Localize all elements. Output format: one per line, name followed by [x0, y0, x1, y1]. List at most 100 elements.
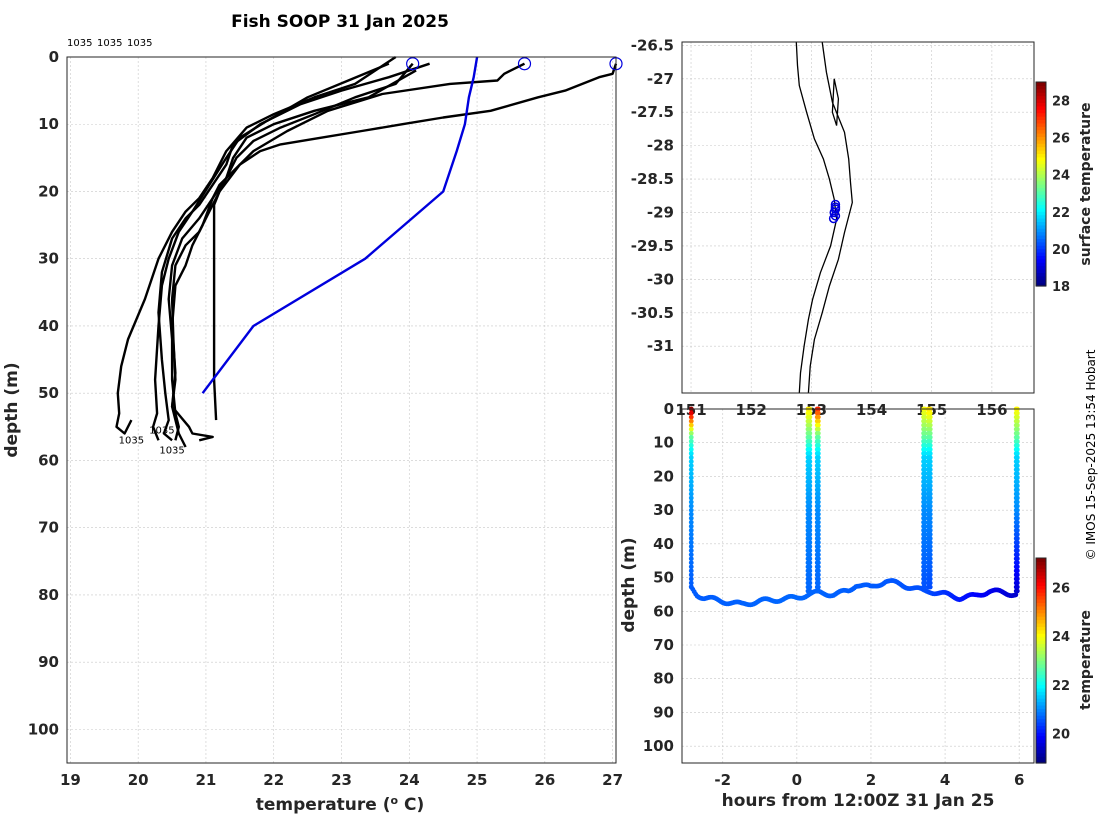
time-cast-point: [807, 532, 813, 537]
map-colorbar-segment: [1036, 211, 1046, 216]
time-cast-point: [927, 410, 933, 416]
time-cast-point: [815, 463, 821, 469]
time-cast-point: [922, 487, 928, 493]
time-cast-point: [927, 511, 933, 517]
time-colorbar-segment: [1036, 599, 1046, 604]
time-colorbar-segment: [1036, 718, 1046, 723]
time-colorbar-segment: [1036, 616, 1046, 621]
time-colorbar-tick-label: 22: [1052, 679, 1070, 694]
time-cast-point: [815, 475, 821, 481]
time-cast-point: [922, 443, 928, 448]
map-colorbar-segment: [1036, 109, 1046, 114]
time-cast-point: [922, 471, 928, 477]
map-colorbar-segment: [1036, 190, 1046, 195]
time-cast-point: [922, 580, 928, 586]
map-colorbar-tick-label: 24: [1052, 169, 1070, 184]
time-y-tick-label: 40: [653, 535, 674, 553]
time-cast-point: [807, 572, 813, 578]
time-cast-point: [927, 443, 933, 448]
time-colorbar-segment: [1036, 749, 1046, 754]
map-colorbar-segment: [1036, 282, 1046, 287]
time-x-tick-label: 4: [940, 771, 950, 789]
time-cast-point: [922, 483, 928, 489]
time-y-tick-label: 50: [653, 569, 674, 587]
time-cast-point: [815, 438, 821, 444]
time-colorbar-segment: [1036, 687, 1046, 692]
time-colorbar-segment: [1036, 602, 1046, 607]
time-cast-point: [688, 544, 694, 549]
time-cast-point: [815, 560, 821, 566]
time-cast-point: [1014, 515, 1020, 521]
profile-start-marker: [406, 57, 420, 71]
profile-y-tick-label: 90: [38, 653, 59, 671]
map-colorbar-segment: [1036, 258, 1046, 263]
time-cast-point: [807, 584, 813, 590]
time-cast-point: [1014, 434, 1020, 440]
time-cast-point: [807, 519, 813, 525]
map-shelf-contour: [807, 41, 853, 394]
profile-bottom-label: 1035: [159, 446, 184, 457]
time-cast-point: [927, 515, 933, 521]
time-cast-point: [815, 414, 821, 420]
map-colorbar-segment: [1036, 173, 1046, 178]
profile-y-tick-label: 0: [49, 48, 59, 66]
time-cast-point: [927, 572, 933, 578]
time-cast-point: [815, 515, 821, 521]
time-cast-point: [1014, 552, 1020, 558]
time-cast-point: [688, 499, 694, 505]
time-colorbar-segment: [1036, 640, 1046, 645]
time-cast-point: [927, 568, 933, 574]
map-colorbar-segment: [1036, 275, 1046, 280]
time-colorbar-segment: [1036, 650, 1046, 655]
map-colorbar-segment: [1036, 139, 1046, 144]
time-cast-point: [922, 519, 928, 525]
time-cast-point: [927, 540, 933, 545]
map-colorbar-segment: [1036, 99, 1046, 103]
time-cast-point: [815, 447, 821, 452]
map-colorbar-segment: [1036, 163, 1046, 168]
time-cast-point: [815, 532, 821, 537]
profile-bottom-label: 1035: [119, 436, 144, 447]
time-cast-point: [927, 527, 933, 533]
time-cast-point: [927, 467, 933, 473]
time-x-label: hours from 12:00Z 31 Jan 25: [722, 791, 995, 811]
time-cast-point: [688, 483, 694, 489]
time-cast-point: [927, 507, 933, 513]
time-colorbar-segment: [1036, 609, 1046, 614]
time-colorbar-segment: [1036, 629, 1046, 634]
time-cast-point: [1014, 430, 1020, 436]
time-y-label: depth (m): [619, 537, 639, 632]
map-colorbar-segment: [1036, 136, 1046, 141]
time-cast-point: [927, 548, 933, 553]
time-cast-point: [807, 540, 813, 545]
time-cast-point: [1014, 544, 1020, 549]
time-y-tick-label: 0: [664, 400, 674, 418]
profile-panel: 19 20 21 22 23 24 25 26 27 0 10 20 30 40 50 60 70 80 90 100…: [2, 38, 623, 815]
time-cast-point: [807, 471, 813, 477]
time-cast-point: [807, 491, 813, 497]
time-x-tick-label: 0: [792, 771, 802, 789]
time-colorbar-segment: [1036, 735, 1046, 740]
time-cast-point: [688, 568, 694, 574]
time-colorbar-segment: [1036, 575, 1046, 580]
time-cast-point: [815, 434, 821, 440]
time-cast-point: [922, 463, 928, 469]
time-colorbar-segment: [1036, 732, 1046, 737]
time-cast-point: [1014, 483, 1020, 489]
time-cast-point: [922, 552, 928, 558]
map-colorbar-segment: [1036, 112, 1046, 117]
map-colorbar-segment: [1036, 245, 1046, 250]
time-colorbar-segment: [1036, 725, 1046, 730]
time-cast-point: [927, 471, 933, 477]
map-colorbar-segment: [1036, 207, 1046, 212]
profile-y-label: depth (m): [2, 362, 22, 457]
map-colorbar-segment: [1036, 184, 1046, 188]
time-cast-point: [1014, 447, 1020, 452]
map-colorbar-segment: [1036, 126, 1046, 131]
time-cast-point: [927, 422, 933, 428]
time-cast-point: [1014, 491, 1020, 497]
time-cast-point: [922, 447, 928, 452]
time-cast-point: [927, 447, 933, 452]
time-cast-point: [807, 455, 813, 460]
time-cast-point: [688, 438, 694, 444]
